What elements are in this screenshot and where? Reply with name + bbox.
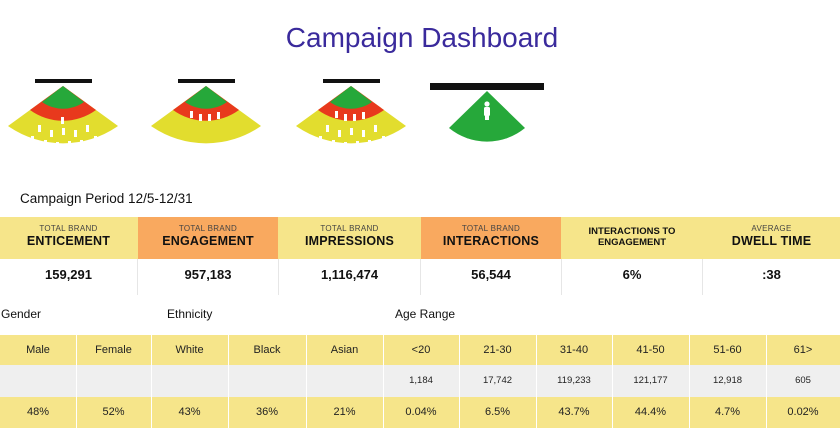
grid-line (76, 335, 77, 428)
demographic-count: 605 (795, 375, 811, 386)
campaign-period: Campaign Period 12/5-12/31 (20, 191, 193, 206)
demographic-header: Male (26, 344, 50, 356)
kpi-interactions-value: 56,544 (471, 267, 511, 282)
demographic-header: 51-60 (713, 344, 742, 356)
grid-line (689, 335, 690, 428)
demographic-header: <20 (411, 344, 431, 356)
demographic-percent: 43% (178, 406, 201, 418)
kpi-engagement-value: 957,183 (184, 267, 232, 282)
demographic-header: 21-30 (483, 344, 512, 356)
divider (702, 259, 703, 295)
grid-line (383, 335, 384, 428)
grid-line (151, 335, 152, 428)
demographic-percent: 43.7% (558, 406, 590, 418)
demographic-count (228, 365, 306, 397)
impressions-zone-icon (296, 79, 406, 149)
demographic-count: 121,177 (633, 375, 668, 386)
demographic-percent: 6.5% (484, 406, 511, 418)
demographic-header: White (175, 344, 204, 356)
demographic-header: 31-40 (559, 344, 589, 356)
demographic-header: 41-50 (636, 344, 665, 356)
divider (137, 259, 138, 295)
demographic-count (306, 365, 383, 397)
demographic-header-band (0, 335, 840, 365)
kpi-ratio-header: INTERACTIONS TO ENGAGEMENT (588, 226, 676, 248)
kpi-engagement-header: TOTAL BRAND ENGAGEMENT (138, 217, 278, 259)
demographic-percent: 52% (102, 406, 125, 418)
grid-line (459, 335, 460, 428)
demographic-percent-band (0, 397, 840, 428)
demographic-count: 17,742 (482, 375, 513, 386)
demographic-header: Asian (330, 344, 359, 356)
gender-section-label: Gender (1, 307, 42, 321)
interaction-zone-icon (430, 83, 544, 142)
demographic-header: Female (95, 344, 132, 356)
demographic-percent: 48% (26, 406, 50, 418)
demographic-header: 61> (793, 344, 813, 356)
demographic-percent: 0.02% (787, 406, 819, 418)
kpi-ratio-value: 6% (622, 267, 642, 282)
demographic-percent: 4.7% (714, 406, 741, 418)
grid-line (306, 335, 307, 428)
grid-line (766, 335, 767, 428)
demographic-percent: 0.04% (405, 406, 437, 418)
ethnicity-section-label: Ethnicity (167, 307, 213, 321)
kpi-enticement-value: 159,291 (45, 267, 92, 282)
kpi-dwell-header: AVERAGE DWELL TIME (731, 224, 812, 248)
kpi-impressions-value: 1,116,474 (320, 267, 379, 282)
grid-line (228, 335, 229, 428)
demographic-percent: 21% (333, 406, 356, 418)
demographic-header: Black (253, 344, 281, 356)
divider (420, 259, 421, 295)
enticement-zone-icon (8, 79, 118, 149)
demographic-count (76, 365, 151, 397)
grid-line (536, 335, 537, 428)
demographic-count: 12,918 (712, 375, 743, 386)
kpi-enticement-header: TOTAL BRAND ENTICEMENT (26, 224, 111, 248)
kpi-impressions-header: TOTAL BRAND IMPRESSIONS (304, 224, 395, 248)
kpi-dwell-value: :38 (762, 267, 781, 282)
divider (278, 259, 279, 295)
demographic-count (0, 365, 76, 397)
demographic-percent: 36% (255, 406, 279, 418)
demographic-count (151, 365, 228, 397)
demographic-count: 119,233 (557, 375, 591, 386)
engagement-zone-icon (151, 79, 261, 144)
demographic-percent: 44.4% (634, 406, 667, 418)
kpi-interactions-header: TOTAL BRAND INTERACTIONS (421, 217, 561, 259)
demographic-count-band (0, 365, 840, 397)
page-title: Campaign Dashboard (285, 22, 559, 53)
grid-line (612, 335, 613, 428)
age-section-label: Age Range (395, 307, 456, 321)
demographic-count: 1,184 (409, 375, 433, 386)
divider (561, 259, 562, 295)
